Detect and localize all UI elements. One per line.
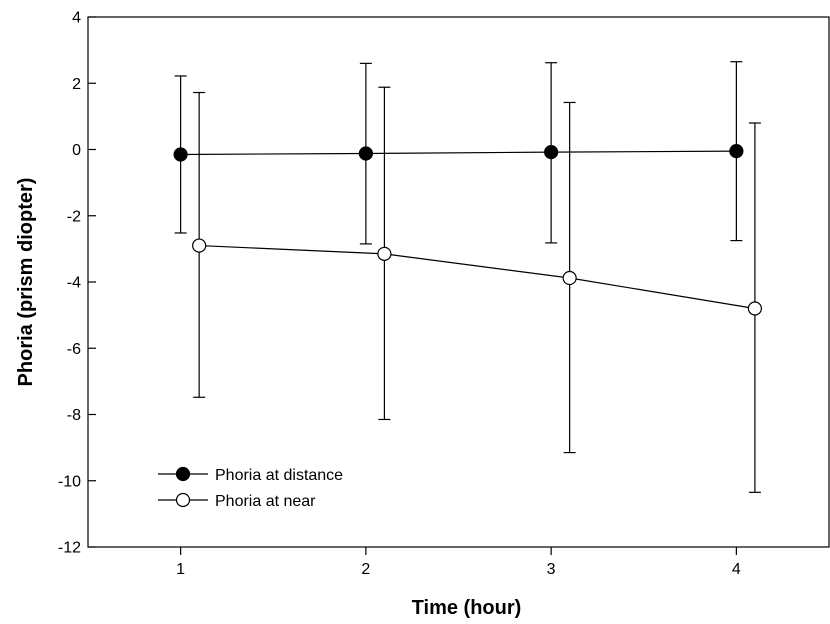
series-line (199, 244, 755, 310)
y-tick-label: 4 (72, 10, 81, 27)
x-axis-ticks: 1 2 3 4 (176, 547, 741, 578)
data-point (562, 270, 577, 286)
series-layer (173, 61, 763, 493)
y-axis-title: Phoria (prism diopter) (15, 178, 37, 387)
y-tick-label: -8 (67, 407, 81, 424)
data-point (544, 145, 559, 160)
data-point (729, 144, 744, 159)
y-tick-label: -12 (58, 540, 81, 557)
legend-marker (175, 492, 191, 508)
data-point (377, 246, 392, 261)
legend-marker (175, 466, 191, 482)
x-tick-label: 1 (176, 561, 185, 578)
legend-label: Phoria at distance (215, 467, 343, 484)
y-tick-label: 2 (72, 76, 81, 93)
data-point (358, 146, 373, 161)
data-point (173, 147, 188, 162)
y-tick-label: -6 (67, 341, 81, 358)
x-tick-label: 4 (732, 561, 741, 578)
x-tick-label: 2 (361, 561, 370, 578)
y-tick-label: -10 (58, 473, 81, 490)
x-tick-label: 3 (547, 561, 556, 578)
legend: Phoria at distance Phoria at near (158, 466, 343, 510)
data-point (192, 238, 207, 253)
y-tick-label: -2 (67, 208, 81, 225)
y-axis-ticks: 4 2 0 -2 -4 -6 -8 -10 -12 (58, 10, 96, 557)
legend-label: Phoria at near (215, 493, 316, 510)
y-tick-label: -4 (67, 275, 81, 292)
x-axis-title: Time (hour) (412, 597, 522, 619)
data-point (747, 301, 763, 316)
y-tick-label: 0 (72, 142, 81, 159)
series-1 (173, 61, 744, 245)
series-line (180, 150, 737, 156)
series-2 (192, 86, 763, 493)
